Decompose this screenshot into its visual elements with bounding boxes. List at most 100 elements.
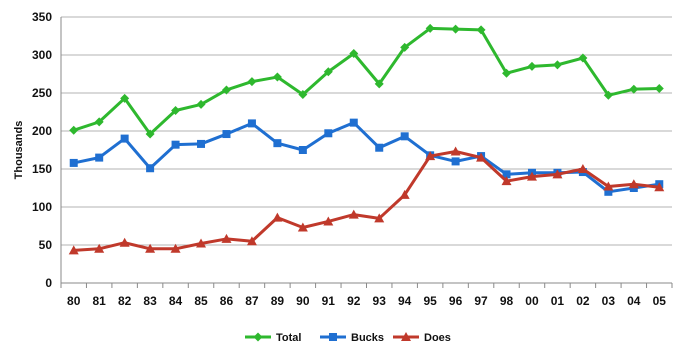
- data-point-bucks: [69, 158, 78, 167]
- data-point-does: [119, 237, 130, 247]
- series-does: [68, 146, 665, 255]
- data-point-bucks: [324, 129, 333, 138]
- data-point-does: [476, 152, 487, 162]
- data-point-does: [221, 233, 232, 243]
- data-point-bucks: [451, 157, 460, 166]
- data-point-bucks: [273, 139, 282, 148]
- data-point-bucks: [95, 153, 104, 162]
- y-tick-label: 0: [45, 276, 52, 290]
- x-tick-label: 03: [602, 294, 616, 308]
- x-tick-label: 96: [449, 294, 463, 308]
- data-point-total: [425, 23, 435, 33]
- series-line-bucks: [73, 121, 660, 194]
- data-point-total: [272, 72, 282, 82]
- data-point-total: [400, 42, 410, 52]
- data-point-bucks: [502, 170, 511, 179]
- data-point-total: [527, 61, 537, 71]
- data-point-total: [221, 85, 231, 95]
- x-tick-label: 05: [653, 294, 667, 308]
- x-tick-label: 98: [500, 294, 514, 308]
- x-tick-label: 89: [271, 294, 285, 308]
- data-point-does: [501, 176, 512, 186]
- data-point-bucks: [146, 164, 155, 173]
- data-point-bucks: [222, 130, 231, 139]
- legend-label-total: Total: [276, 332, 301, 344]
- data-point-total: [502, 68, 512, 78]
- data-point-total: [120, 93, 130, 103]
- data-point-total: [298, 90, 308, 100]
- x-tick-label: 86: [220, 294, 234, 308]
- data-point-does: [526, 171, 537, 181]
- series-total: [69, 23, 664, 139]
- data-point-total: [451, 24, 461, 34]
- x-tick-label: 95: [423, 294, 437, 308]
- data-point-total: [171, 105, 181, 115]
- data-point-total: [247, 77, 257, 87]
- data-point-total: [654, 83, 664, 93]
- x-tick-label: 94: [398, 294, 412, 308]
- y-tick-label: 150: [32, 162, 52, 176]
- data-point-bucks: [298, 146, 307, 154]
- data-point-total: [552, 60, 562, 70]
- series-line-total: [73, 26, 660, 136]
- data-point-does: [297, 222, 308, 232]
- x-tick-label: 91: [322, 294, 336, 308]
- data-point-bucks: [120, 134, 129, 143]
- x-tick-label: 82: [118, 294, 132, 308]
- data-point-does: [374, 213, 385, 223]
- series-group: [68, 23, 665, 255]
- data-point-total: [69, 125, 79, 135]
- y-tick-label: 250: [32, 86, 52, 100]
- data-point-total: [578, 53, 588, 63]
- data-point-total: [629, 84, 639, 94]
- legend-marker-total: [253, 332, 263, 342]
- data-point-bucks: [171, 140, 180, 149]
- data-point-bucks: [349, 118, 358, 127]
- y-tick-label: 200: [32, 124, 52, 138]
- data-point-does: [94, 243, 105, 253]
- legend-marker-bucks: [329, 333, 337, 341]
- legend-label-does: Does: [424, 332, 451, 344]
- data-point-does: [425, 151, 436, 161]
- y-tick-label: 100: [32, 200, 52, 214]
- data-point-bucks: [375, 143, 384, 152]
- data-point-total: [145, 129, 155, 139]
- data-point-does: [348, 209, 359, 219]
- x-tick-labels: 80 81 82 83 84 85 86 87 89 90 91 92 93 94 95 96 97 98 00 01…: [67, 294, 666, 308]
- legend-label-bucks: Bucks: [351, 332, 384, 344]
- y-tick-label: 300: [32, 48, 52, 62]
- data-point-total: [476, 25, 486, 35]
- data-point-does: [450, 146, 461, 156]
- x-tick-label: 83: [143, 294, 157, 308]
- data-point-does: [603, 181, 614, 191]
- legend-marker-does: [401, 332, 411, 341]
- x-tick-label: 80: [67, 294, 81, 308]
- y-tick-labels: 0 50 100 150 200 250 300 350: [32, 10, 52, 290]
- x-tick-label: 97: [474, 294, 488, 308]
- data-point-does: [68, 245, 79, 255]
- x-tick-label: 93: [373, 294, 387, 308]
- data-point-total: [374, 79, 384, 89]
- y-axis-title: Thousands: [13, 121, 25, 180]
- x-tick-label: 92: [347, 294, 361, 308]
- x-tick-label: 85: [194, 294, 208, 308]
- data-point-does: [577, 164, 588, 173]
- data-point-does: [145, 243, 156, 253]
- data-point-does: [170, 243, 181, 253]
- data-point-total: [94, 117, 104, 127]
- x-tick-label: 90: [296, 294, 310, 308]
- series-bucks: [69, 118, 664, 196]
- y-tick-label: 50: [39, 238, 53, 252]
- data-point-total: [349, 48, 359, 58]
- data-point-bucks: [604, 187, 613, 196]
- data-point-bucks: [247, 119, 256, 128]
- x-tick-label: 00: [525, 294, 539, 308]
- x-tick-label: 84: [169, 294, 183, 308]
- y-tick-label: 350: [32, 10, 52, 24]
- x-tick-label: 81: [93, 294, 107, 308]
- x-tick-label: 87: [245, 294, 259, 308]
- legend: Total Bucks Does: [245, 332, 451, 344]
- data-point-does: [323, 216, 334, 226]
- data-point-total: [323, 67, 333, 77]
